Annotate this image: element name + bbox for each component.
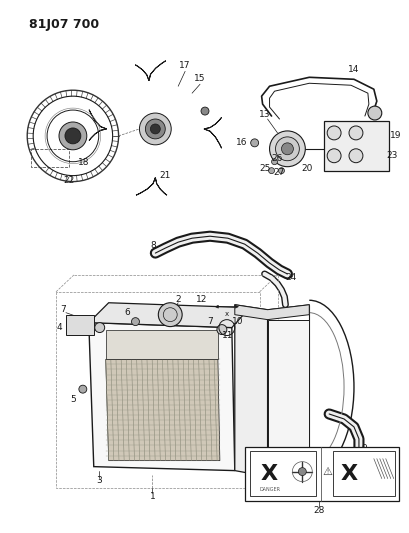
Bar [333,451,395,496]
Text: 27: 27 [274,168,285,177]
Circle shape [79,385,87,393]
Polygon shape [135,61,166,80]
Polygon shape [136,177,167,195]
Polygon shape [89,322,235,471]
Circle shape [279,168,284,174]
Circle shape [65,128,81,144]
Text: x: x [225,311,229,317]
Circle shape [327,149,341,163]
Bar [249,451,316,496]
Circle shape [59,122,87,150]
Bar [267,320,309,474]
Text: 17: 17 [180,61,191,70]
Polygon shape [204,117,222,148]
Text: 11: 11 [222,331,234,340]
Text: 14: 14 [348,65,360,74]
Bar [31,149,69,167]
Polygon shape [235,305,309,320]
Text: 7: 7 [60,305,66,314]
Circle shape [327,126,341,140]
Text: 3: 3 [96,476,101,485]
Polygon shape [89,303,249,328]
Text: 1: 1 [149,492,155,501]
Circle shape [95,322,105,333]
Text: 18: 18 [78,158,90,167]
Circle shape [368,106,382,120]
Circle shape [349,126,363,140]
Text: 26: 26 [272,154,283,163]
Text: 13: 13 [259,110,270,118]
Text: 2: 2 [175,295,181,304]
Text: 28: 28 [314,506,325,515]
Circle shape [270,131,305,167]
Text: 25: 25 [259,164,270,173]
Circle shape [151,124,160,134]
Text: 22: 22 [63,176,74,185]
Text: 4: 4 [56,323,62,332]
Text: 23: 23 [386,151,398,160]
Circle shape [272,159,277,165]
Circle shape [217,325,227,335]
Text: X: X [340,464,357,483]
Bar [324,121,389,171]
Text: 15: 15 [194,74,206,83]
Circle shape [146,119,165,139]
Text: 19: 19 [390,132,402,140]
Circle shape [139,113,171,145]
Text: 21: 21 [160,171,171,180]
Text: 7: 7 [207,317,213,326]
Text: 6: 6 [125,308,130,317]
Circle shape [349,149,363,163]
Text: 16: 16 [236,139,247,147]
Circle shape [269,168,274,174]
Circle shape [132,318,139,326]
Polygon shape [106,359,220,461]
Text: DANGER: DANGER [259,487,280,492]
Circle shape [281,143,293,155]
Text: 8: 8 [151,240,156,249]
Polygon shape [89,110,107,141]
Text: X: X [261,464,278,483]
Text: ⚠: ⚠ [322,466,332,477]
Circle shape [201,107,209,115]
Polygon shape [235,305,267,477]
Circle shape [298,467,306,475]
Circle shape [158,303,182,327]
Bar [245,447,399,502]
Bar [66,314,94,335]
Text: 81J07 700: 81J07 700 [29,18,99,31]
Text: 10: 10 [232,317,243,326]
Polygon shape [106,329,218,359]
Text: 12: 12 [196,295,208,304]
Circle shape [251,139,258,147]
Text: 24: 24 [286,273,297,282]
Text: 20: 20 [301,164,313,173]
Text: 9: 9 [361,444,367,453]
Circle shape [276,137,299,161]
Text: 5: 5 [70,394,76,403]
